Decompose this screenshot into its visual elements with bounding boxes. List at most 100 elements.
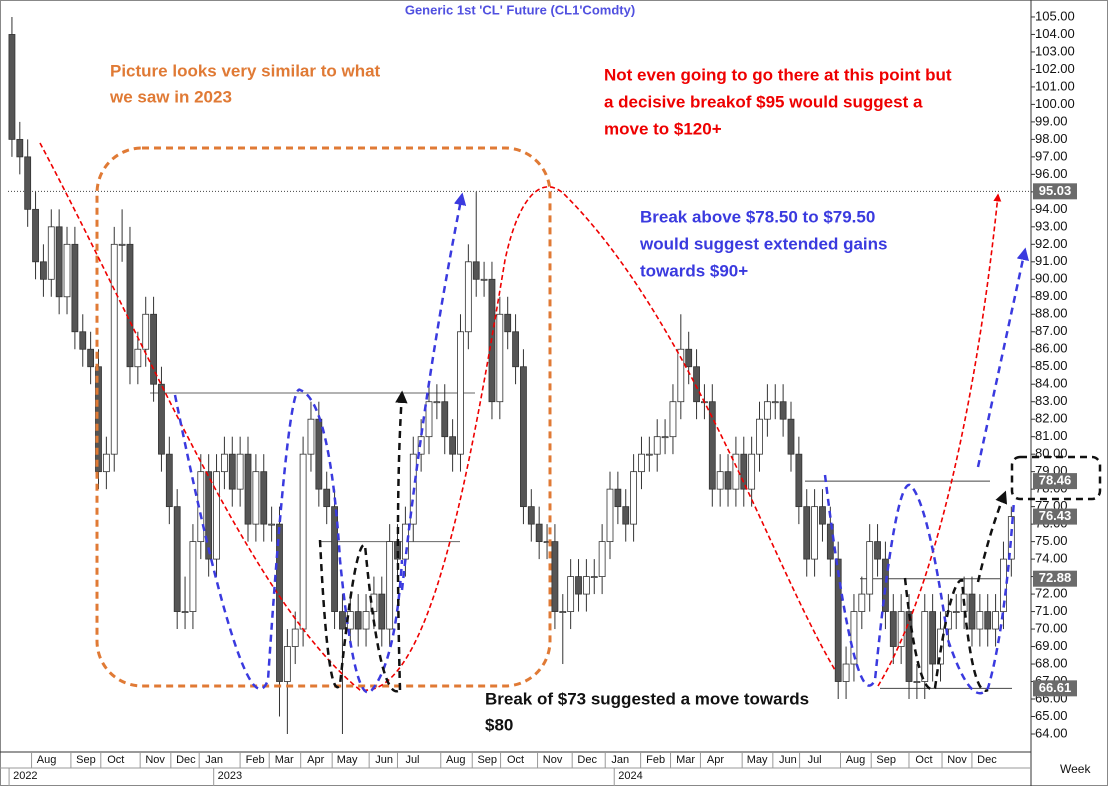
y-tick-label: 89.00 bbox=[1035, 288, 1068, 303]
y-tick-label: 96.00 bbox=[1035, 166, 1068, 181]
annotation: we saw in 2023 bbox=[109, 87, 232, 106]
candle-body bbox=[354, 611, 362, 630]
candle-body bbox=[740, 453, 748, 490]
year-label: 2023 bbox=[218, 770, 242, 782]
y-tick-label: 82.00 bbox=[1035, 411, 1068, 426]
candle-body bbox=[142, 313, 150, 350]
candle-body bbox=[472, 261, 480, 280]
candle-body bbox=[779, 401, 787, 420]
candle-body bbox=[32, 208, 39, 263]
candle-body bbox=[315, 418, 323, 490]
candle-body bbox=[606, 488, 614, 543]
candle-body bbox=[567, 576, 575, 612]
candle-body bbox=[929, 611, 937, 665]
candle-body bbox=[213, 471, 220, 560]
candle-body bbox=[339, 611, 346, 630]
x-tick-label: Aug bbox=[846, 754, 866, 766]
x-tick-label: Dec bbox=[176, 754, 196, 766]
candle-body bbox=[590, 576, 598, 578]
y-tick-label: 88.00 bbox=[1035, 306, 1068, 321]
y-tick-label: 84.00 bbox=[1035, 376, 1068, 391]
price-box bbox=[1033, 680, 1077, 697]
price-box bbox=[1033, 473, 1077, 490]
y-tick-label: 68.00 bbox=[1035, 655, 1068, 670]
candle-body bbox=[189, 541, 197, 612]
candle-body bbox=[181, 611, 189, 613]
candle-body bbox=[535, 523, 543, 543]
x-tick-label: Apr bbox=[707, 754, 724, 766]
candle-body bbox=[575, 576, 582, 595]
candle-body bbox=[653, 436, 661, 455]
candle-body bbox=[24, 156, 32, 210]
candle-body bbox=[71, 243, 79, 333]
annotation: Break above $78.50 to $79.50 bbox=[640, 207, 875, 226]
y-tick-label: 64.00 bbox=[1035, 725, 1068, 740]
x-tick-label: May bbox=[337, 754, 358, 766]
candle-body bbox=[520, 366, 527, 508]
price-label: 95.03 bbox=[1039, 183, 1072, 198]
candle-body bbox=[464, 261, 472, 333]
candle-body bbox=[708, 401, 716, 490]
candle-body bbox=[480, 278, 488, 281]
candle-body bbox=[291, 628, 299, 647]
red-wave bbox=[39, 142, 836, 691]
candle-body bbox=[630, 471, 638, 525]
candle-body bbox=[685, 348, 693, 368]
x-tick-label: Nov bbox=[543, 754, 563, 766]
candle-body bbox=[559, 611, 567, 613]
x-tick-label: Jan bbox=[611, 754, 629, 766]
black-arrow bbox=[976, 490, 1008, 583]
level-box bbox=[1010, 455, 1102, 501]
annotation: Not even going to go there at this point… bbox=[604, 65, 952, 84]
price-box bbox=[1033, 570, 1077, 587]
candle-body bbox=[63, 243, 71, 298]
candle-body bbox=[551, 541, 559, 612]
candle-body bbox=[693, 366, 700, 403]
x-tick-label: Sep bbox=[76, 754, 96, 766]
candle-body bbox=[165, 453, 173, 508]
candle-body bbox=[118, 243, 126, 246]
x-tick-label: Nov bbox=[145, 754, 165, 766]
candle-body bbox=[803, 506, 811, 560]
candle-body bbox=[331, 506, 338, 612]
blue-wave bbox=[173, 388, 404, 694]
candle-body bbox=[724, 471, 732, 490]
candle-body bbox=[158, 383, 165, 455]
candle-body bbox=[102, 453, 110, 473]
candle-body bbox=[362, 611, 370, 630]
candle-body bbox=[252, 471, 260, 525]
candle-body bbox=[819, 506, 826, 525]
x-tick-label: Jul bbox=[405, 754, 419, 766]
candle-body bbox=[449, 436, 457, 455]
candle-body bbox=[16, 138, 24, 158]
candle-body bbox=[496, 313, 504, 403]
y-tick-label: 74.00 bbox=[1035, 551, 1068, 566]
y-tick-label: 102.00 bbox=[1035, 61, 1075, 76]
x-tick-label: Apr bbox=[307, 754, 324, 766]
candle-body bbox=[614, 488, 622, 508]
y-tick-label: 85.00 bbox=[1035, 358, 1068, 373]
x-tick-label: Aug bbox=[446, 754, 466, 766]
y-tick-label: 81.00 bbox=[1035, 428, 1068, 443]
y-tick-label: 101.00 bbox=[1035, 78, 1075, 93]
x-tick-label: Feb bbox=[646, 754, 665, 766]
x-tick-label: May bbox=[747, 754, 768, 766]
candle-body bbox=[582, 576, 590, 595]
x-tick-label: Jan bbox=[205, 754, 223, 766]
highlight-box bbox=[95, 146, 552, 688]
y-tick-label: 99.00 bbox=[1035, 113, 1068, 128]
annotation: move to $120+ bbox=[604, 119, 722, 138]
y-tick-label: 104.00 bbox=[1035, 26, 1075, 41]
candle-body bbox=[134, 348, 142, 368]
y-tick-label: 86.00 bbox=[1035, 341, 1068, 356]
candle-body bbox=[299, 453, 307, 630]
x-tick-label: Dec bbox=[577, 754, 597, 766]
year-label: 2024 bbox=[618, 770, 642, 782]
x-tick-label: Oct bbox=[507, 754, 524, 766]
x-tick-label: Nov bbox=[947, 754, 967, 766]
x-tick-label: Mar bbox=[275, 754, 294, 766]
annotation: Break of $73 suggested a move towards bbox=[485, 689, 809, 708]
y-tick-label: 71.00 bbox=[1035, 603, 1068, 618]
x-tick-label: Mar bbox=[676, 754, 695, 766]
